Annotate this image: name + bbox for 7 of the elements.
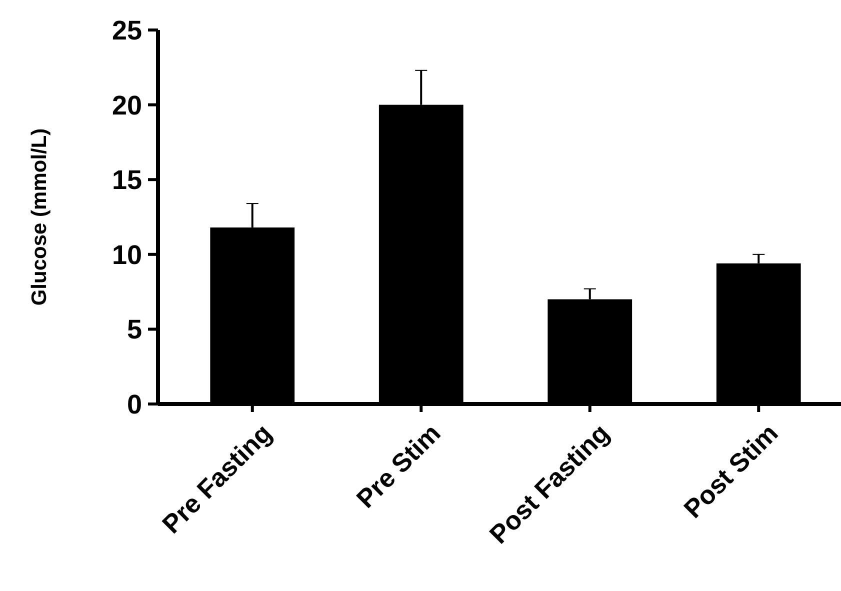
- y-axis-title: Glucose (mmol/L): [28, 128, 51, 306]
- y-tick-label: 25: [112, 15, 142, 46]
- y-tick-label: 0: [126, 389, 142, 420]
- y-tick-label: 15: [112, 165, 142, 196]
- y-tick-label: 10: [112, 240, 142, 270]
- y-tick-label: 5: [126, 314, 142, 345]
- y-tick-label: 20: [112, 90, 142, 120]
